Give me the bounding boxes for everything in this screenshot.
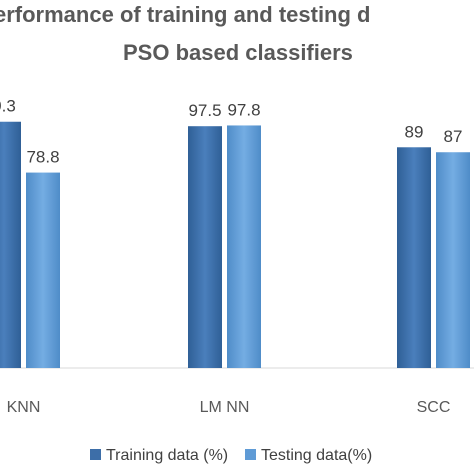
data-label: 87 bbox=[444, 127, 463, 146]
chart-title-line-2: PSO based classifiers bbox=[123, 40, 353, 65]
x-tick-label: LM NN bbox=[200, 399, 250, 416]
legend-swatch-2 bbox=[245, 449, 256, 460]
bar-scg-series-2 bbox=[436, 152, 470, 368]
legend-swatch-1 bbox=[90, 449, 101, 460]
bar-knn-series-1 bbox=[0, 121, 21, 369]
data-label: 97.5 bbox=[188, 101, 221, 120]
legend-label-1: Training data (%) bbox=[106, 447, 228, 464]
bar-lm-nn-series-1 bbox=[188, 126, 222, 368]
chart-title-line-1: erformance of training and testing d bbox=[0, 2, 371, 27]
data-label: 97.8 bbox=[227, 100, 260, 119]
bar-scg-series-1 bbox=[397, 147, 431, 368]
data-label: 89 bbox=[405, 122, 424, 141]
x-tick-label: KNN bbox=[7, 399, 41, 416]
x-tick-label: SCC bbox=[417, 399, 451, 416]
bar-knn-series-2 bbox=[26, 172, 60, 368]
legend-label-2: Testing data(%) bbox=[261, 447, 372, 464]
bar-lm-nn-series-2 bbox=[227, 125, 261, 369]
data-label: 9.3 bbox=[0, 97, 16, 116]
data-label: 78.8 bbox=[26, 148, 59, 167]
